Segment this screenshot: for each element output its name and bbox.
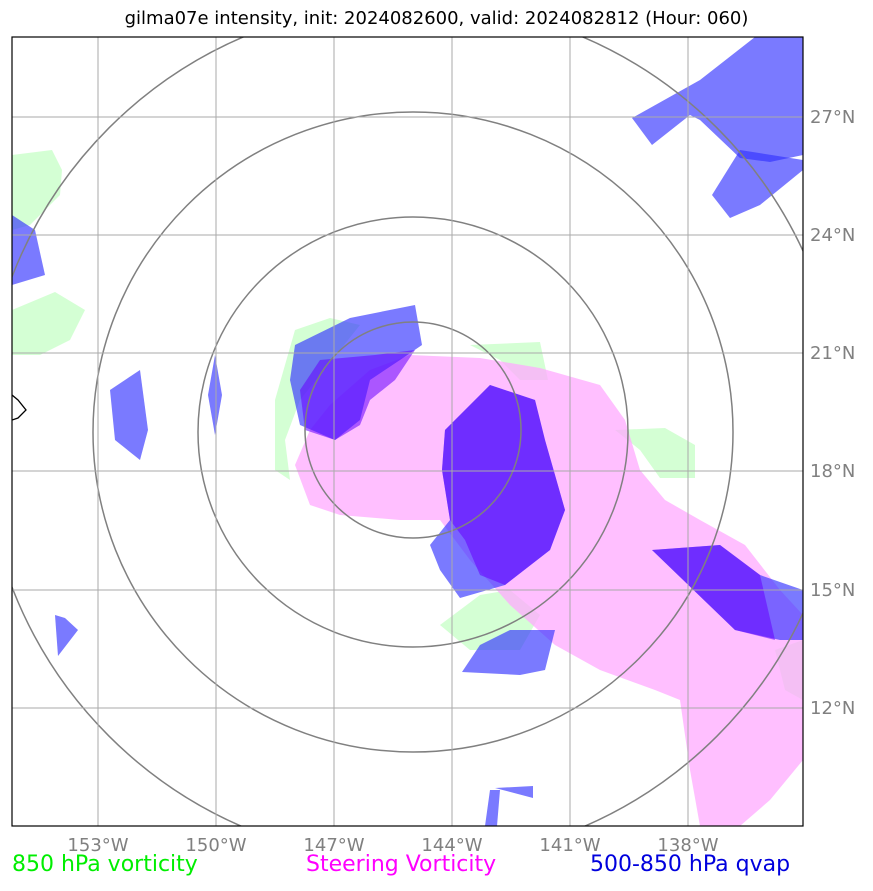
green-area [12,150,62,230]
overlap-area [300,350,415,440]
distance-ring [304,321,522,539]
lat-label: 27°N [810,107,855,128]
legend-steering-vorticity: Steering Vorticity [306,852,497,877]
overlap-area [652,545,775,640]
qvap-area [55,615,78,656]
qvap-area [632,37,803,162]
lat-label: 12°N [810,698,855,719]
lat-label: 24°N [810,225,855,246]
overlap-area [442,385,565,585]
qvap-area [110,370,148,460]
green-area [12,292,85,355]
qvap-area [712,150,803,218]
coastline [12,394,27,421]
legend-850-vorticity: 850 hPa vorticity [12,852,198,877]
lat-label: 21°N [810,343,855,364]
qvap-area [12,215,45,285]
lon-labels: 153°W 150°W 147°W 144°W 141°W 138°W [67,835,718,856]
graticule [12,37,803,826]
map-title: gilma07e intensity, init: 2024082600, va… [124,8,749,29]
lat-label: 18°N [810,461,855,482]
legend-qvap: 500-850 hPa qvap [590,852,791,877]
green-area [615,428,695,478]
qvap-area [208,355,222,435]
lon-label: 153°W [67,835,128,856]
distance-ring [197,216,629,648]
qvap-area [462,630,555,675]
distance-rings [12,37,803,826]
lon-label: 138°W [657,835,718,856]
overlap-layer [300,350,775,640]
lon-label: 147°W [303,835,364,856]
distance-ring [92,111,734,753]
lon-label: 141°W [539,835,600,856]
lat-labels: 27°N 24°N 21°N 18°N 15°N 12°N [810,107,855,719]
qvap-area [485,790,500,826]
lon-label: 144°W [421,835,482,856]
map-frame [11,36,804,827]
lon-label: 150°W [185,835,246,856]
qvap-area [495,786,533,798]
lat-label: 15°N [810,580,855,601]
